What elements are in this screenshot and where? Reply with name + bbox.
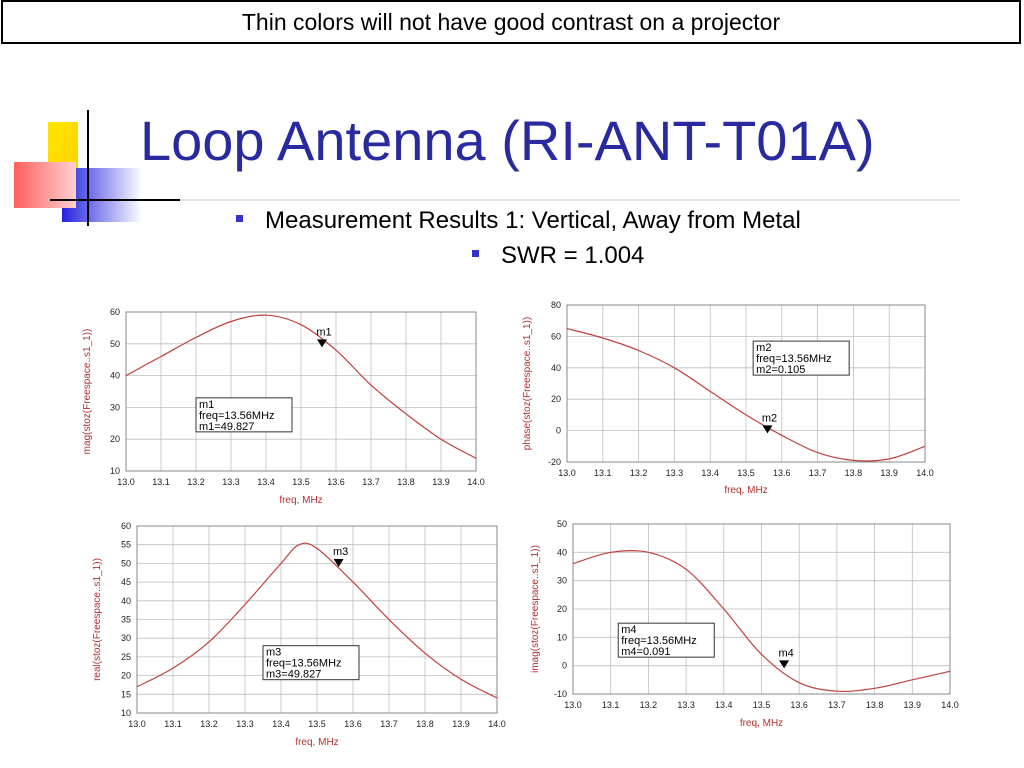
slide-title: Loop Antenna (RI-ANT-T01A) bbox=[140, 109, 875, 172]
bullet-measurement: Measurement Results 1: Vertical, Away fr… bbox=[236, 207, 801, 235]
bullet-text: SWR = 1.004 bbox=[501, 242, 645, 269]
bullet-swr: SWR = 1.004 bbox=[472, 242, 644, 270]
bullet-square-icon bbox=[236, 215, 243, 223]
bullet-text: Measurement Results 1: Vertical, Away fr… bbox=[265, 207, 801, 234]
bullet-square-icon bbox=[472, 250, 479, 258]
top-banner: Thin colors will not have good contrast … bbox=[1, 0, 1021, 44]
decorative-squares bbox=[14, 110, 180, 226]
